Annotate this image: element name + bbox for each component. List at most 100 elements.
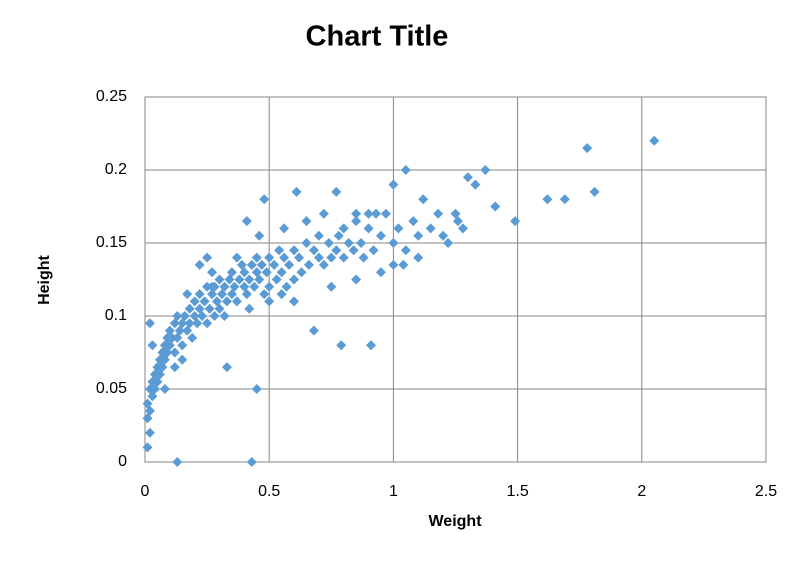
point — [313, 252, 324, 263]
point — [269, 259, 280, 270]
point — [418, 194, 429, 205]
point — [261, 267, 272, 278]
point — [184, 303, 195, 314]
point — [649, 135, 660, 146]
point — [276, 289, 287, 300]
point — [197, 311, 208, 321]
point — [172, 311, 183, 321]
point — [400, 165, 411, 175]
point — [234, 274, 245, 285]
point — [274, 245, 285, 256]
point — [380, 208, 391, 219]
point — [244, 303, 255, 314]
point — [408, 216, 419, 227]
point — [219, 281, 230, 292]
point — [351, 216, 362, 227]
point — [331, 186, 342, 197]
point — [388, 238, 399, 248]
point — [375, 230, 386, 241]
point — [144, 318, 155, 329]
point — [371, 208, 382, 219]
point — [172, 457, 183, 467]
point — [425, 223, 436, 234]
y-tick-label: 0.25 — [96, 88, 127, 105]
point — [231, 252, 242, 263]
point — [219, 311, 230, 321]
point — [462, 172, 473, 183]
point — [209, 311, 220, 321]
point — [413, 230, 424, 241]
chart-title: Chart Title — [306, 21, 449, 53]
y-tick-label: 0.2 — [105, 161, 127, 178]
point — [294, 252, 305, 263]
point — [244, 274, 255, 285]
point — [289, 296, 300, 307]
point — [202, 252, 213, 263]
point — [229, 281, 240, 292]
point — [199, 296, 210, 307]
point — [336, 340, 347, 351]
point — [318, 208, 329, 219]
point — [333, 230, 344, 241]
point — [264, 281, 275, 292]
point — [351, 208, 362, 219]
point — [256, 259, 267, 270]
y-tick-label: 0.15 — [96, 234, 127, 251]
point — [259, 194, 270, 205]
point — [368, 245, 379, 256]
point — [276, 267, 287, 278]
point — [308, 325, 319, 336]
point — [490, 201, 501, 212]
point — [388, 179, 399, 190]
point — [231, 296, 242, 307]
point — [254, 230, 265, 241]
point — [326, 281, 337, 292]
point — [582, 143, 593, 154]
point — [184, 318, 195, 329]
point — [400, 245, 411, 256]
point — [194, 289, 205, 300]
point — [279, 223, 290, 234]
point — [214, 274, 225, 285]
point — [510, 216, 521, 227]
point — [192, 318, 203, 329]
point — [356, 238, 367, 248]
point — [388, 259, 399, 270]
point — [259, 289, 270, 300]
point — [351, 274, 362, 285]
point — [433, 208, 444, 219]
point — [393, 223, 404, 234]
point — [457, 223, 468, 234]
point — [443, 238, 454, 248]
point — [284, 259, 295, 270]
point — [542, 194, 553, 205]
point — [169, 362, 180, 373]
point — [249, 281, 260, 292]
point — [279, 252, 290, 263]
point — [159, 384, 170, 394]
point — [254, 274, 265, 285]
point — [331, 245, 342, 256]
point — [179, 311, 190, 321]
x-tick-label: 0.5 — [258, 483, 280, 500]
point — [202, 318, 213, 329]
point — [366, 340, 377, 351]
x-tick-label: 1 — [389, 483, 398, 500]
point — [375, 267, 386, 278]
point — [348, 245, 359, 256]
point — [589, 186, 600, 197]
y-tick-label: 0.1 — [105, 307, 127, 324]
point — [363, 223, 374, 234]
point — [241, 289, 252, 300]
y-tick-label: 0.05 — [96, 380, 127, 397]
point — [246, 457, 257, 467]
point — [358, 252, 369, 263]
point — [343, 238, 354, 248]
point — [169, 347, 180, 358]
point — [144, 427, 155, 438]
point — [303, 259, 314, 270]
point — [221, 296, 232, 307]
point — [480, 165, 491, 175]
